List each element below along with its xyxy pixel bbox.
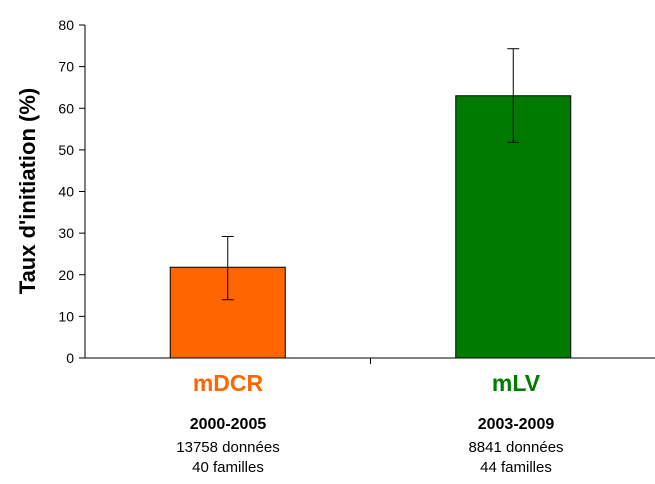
y-tick-label: 80 (58, 17, 74, 33)
y-tick-label: 50 (58, 142, 74, 158)
y-axis-label: Taux d'initiation (%) (15, 88, 40, 294)
period-label: 2003-2009 (477, 416, 555, 433)
y-tick-label: 0 (66, 350, 74, 366)
data-count-label: 13758 données (176, 439, 280, 456)
period-label: 2000-2005 (189, 416, 267, 433)
families-label: 40 familles (192, 459, 264, 476)
y-tick-label: 40 (58, 184, 74, 200)
data-count-label: 8841 données (468, 439, 564, 456)
y-tick-label: 60 (58, 100, 74, 116)
category-label-mlv: mLV (491, 370, 541, 396)
axes: 0 10 20 30 40 50 60 70 80 (58, 17, 655, 366)
y-tick-label: 20 (58, 267, 74, 283)
families-label: 44 familles (480, 459, 552, 476)
category-label-mdcr: mDCR (192, 370, 264, 396)
y-tick-label: 70 (58, 59, 74, 75)
y-tick-label: 10 (58, 308, 74, 324)
bars (169, 48, 572, 359)
y-tick-label: 30 (58, 225, 74, 241)
